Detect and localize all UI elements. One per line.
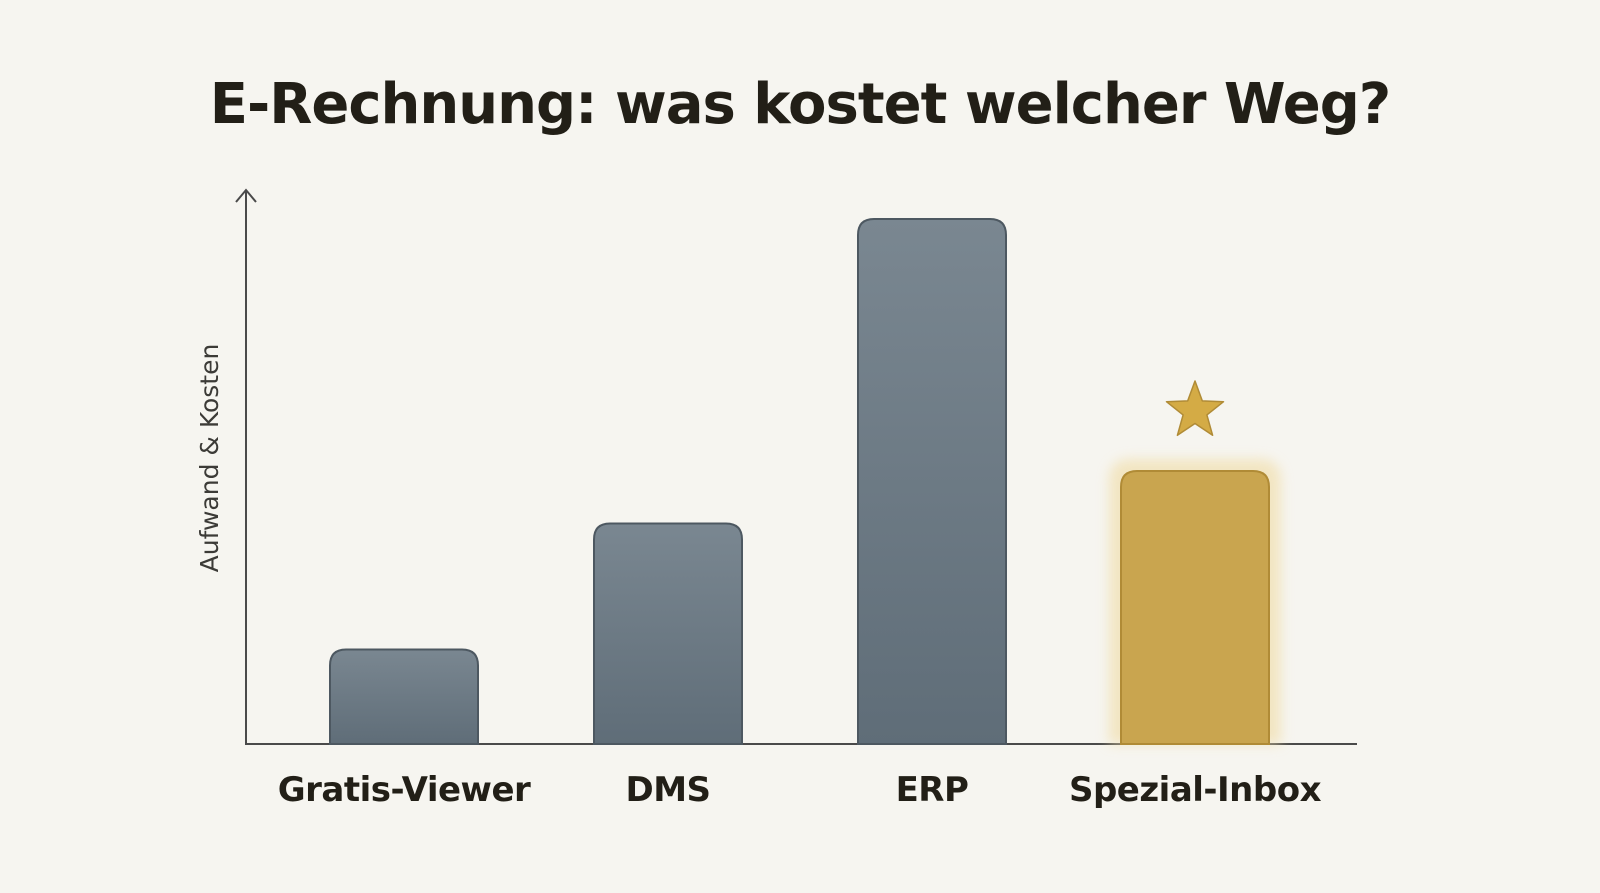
category-label-dms: DMS — [625, 770, 710, 810]
star-icon — [1165, 380, 1225, 437]
bar-gratis-viewer — [329, 648, 479, 745]
bars-group — [329, 218, 1281, 745]
bar-dms — [593, 522, 743, 745]
category-label-spezial-inbox: Spezial-Inbox — [1069, 770, 1322, 810]
category-label-gratis-viewer: Gratis-Viewer — [278, 770, 531, 810]
bar-spezial-inbox — [1120, 470, 1270, 745]
y-axis-label: Aufwand & Kosten — [195, 344, 224, 573]
category-label-erp: ERP — [896, 770, 969, 810]
bar-erp — [857, 218, 1007, 745]
category-labels: Gratis-Viewer DMS ERP Spezial-Inbox — [278, 770, 1322, 810]
y-axis-arrow-icon — [235, 188, 257, 203]
chart-title: E-Rechnung: was kostet welcher Weg? — [209, 72, 1392, 137]
